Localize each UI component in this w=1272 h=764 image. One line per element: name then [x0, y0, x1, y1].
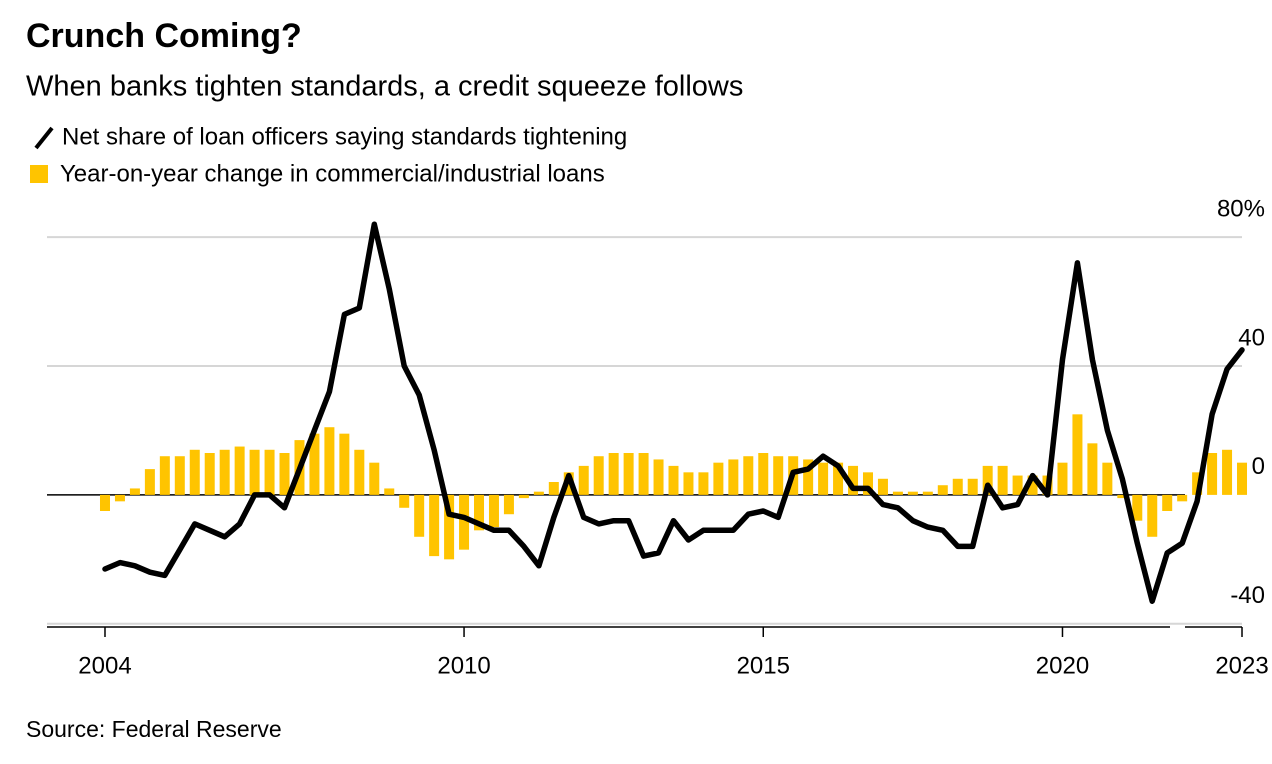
bar: [1057, 462, 1068, 495]
bar: [578, 465, 589, 495]
bar: [159, 456, 170, 495]
bar: [922, 491, 933, 495]
bar: [369, 462, 380, 495]
bar: [758, 453, 769, 495]
x-tick-label: 2015: [737, 652, 790, 679]
bar: [877, 478, 888, 495]
bar: [503, 494, 514, 515]
bar: [728, 459, 739, 495]
bar: [743, 456, 754, 495]
bar: [1237, 462, 1248, 495]
bar: [518, 494, 529, 499]
bar: [997, 465, 1008, 495]
bar: [773, 456, 784, 495]
y-tick-label: -40: [1230, 582, 1265, 609]
bar: [429, 494, 440, 557]
bar: [474, 494, 485, 531]
bar: [848, 465, 859, 495]
bar: [129, 488, 140, 495]
bar: [683, 472, 694, 495]
bar: [264, 449, 275, 495]
bar: [99, 494, 110, 511]
bar: [444, 494, 455, 560]
bar: [548, 482, 559, 495]
bar: [668, 465, 679, 495]
legend-bar-icon: [30, 165, 48, 183]
bar: [1012, 475, 1023, 495]
source: Source: Federal Reserve: [26, 716, 282, 742]
bar: [952, 478, 963, 495]
bar: [189, 449, 200, 495]
bar: [713, 462, 724, 495]
bar: [937, 485, 948, 495]
chart-subtitle: When banks tighten standards, a credit s…: [26, 71, 743, 103]
chart-title: Crunch Coming?: [26, 17, 302, 55]
bar: [204, 453, 215, 495]
legend-label: Year-on-year change in commercial/indust…: [60, 160, 605, 187]
bar: [234, 446, 245, 495]
bar: [653, 459, 664, 495]
bar: [1177, 494, 1188, 502]
bar: [279, 453, 290, 495]
bar: [488, 494, 499, 528]
bar: [1132, 494, 1143, 521]
bar: [459, 494, 470, 550]
y-tick-label: 0: [1252, 453, 1265, 480]
bar: [833, 462, 844, 495]
bar: [414, 494, 425, 537]
bar: [1192, 472, 1203, 495]
bar: [1072, 414, 1083, 495]
bar: [892, 491, 903, 495]
x-tick-label: 2010: [437, 652, 490, 679]
legend-line-icon: [34, 126, 54, 150]
bar: [608, 453, 619, 495]
x-tick-label: 2020: [1036, 652, 1089, 679]
bar: [144, 469, 155, 495]
bar: [114, 494, 125, 502]
bar: [1222, 449, 1233, 495]
bar: [623, 453, 634, 495]
bar: [399, 494, 410, 508]
bar: [982, 465, 993, 495]
bar: [533, 491, 544, 495]
bar: [1087, 443, 1098, 495]
legend-label: Net share of loan officers saying standa…: [62, 123, 627, 150]
bar: [249, 449, 260, 495]
bar: [907, 491, 918, 495]
bar: [1102, 462, 1113, 495]
y-tick-label: 80%: [1217, 195, 1265, 222]
x-tick-label: 2023: [1215, 652, 1268, 679]
bar: [1207, 453, 1218, 495]
bar: [638, 453, 649, 495]
bar: [1147, 494, 1158, 537]
bar: [174, 456, 185, 495]
bar: [384, 488, 395, 495]
bar: [698, 472, 709, 495]
line: [102, 221, 1245, 604]
bar: [1162, 494, 1173, 511]
y-tick-label: 40: [1238, 324, 1265, 351]
bar: [324, 427, 335, 495]
bar: [803, 459, 814, 495]
bar: [354, 449, 365, 495]
bar: [1027, 475, 1038, 495]
bar: [219, 449, 230, 495]
bar: [593, 456, 604, 495]
x-tick-label: 2004: [78, 652, 131, 679]
bar: [818, 462, 829, 495]
bar: [967, 478, 978, 495]
bar: [1117, 494, 1128, 499]
bar: [339, 433, 350, 495]
bar: [309, 433, 320, 495]
bar: [862, 472, 873, 495]
